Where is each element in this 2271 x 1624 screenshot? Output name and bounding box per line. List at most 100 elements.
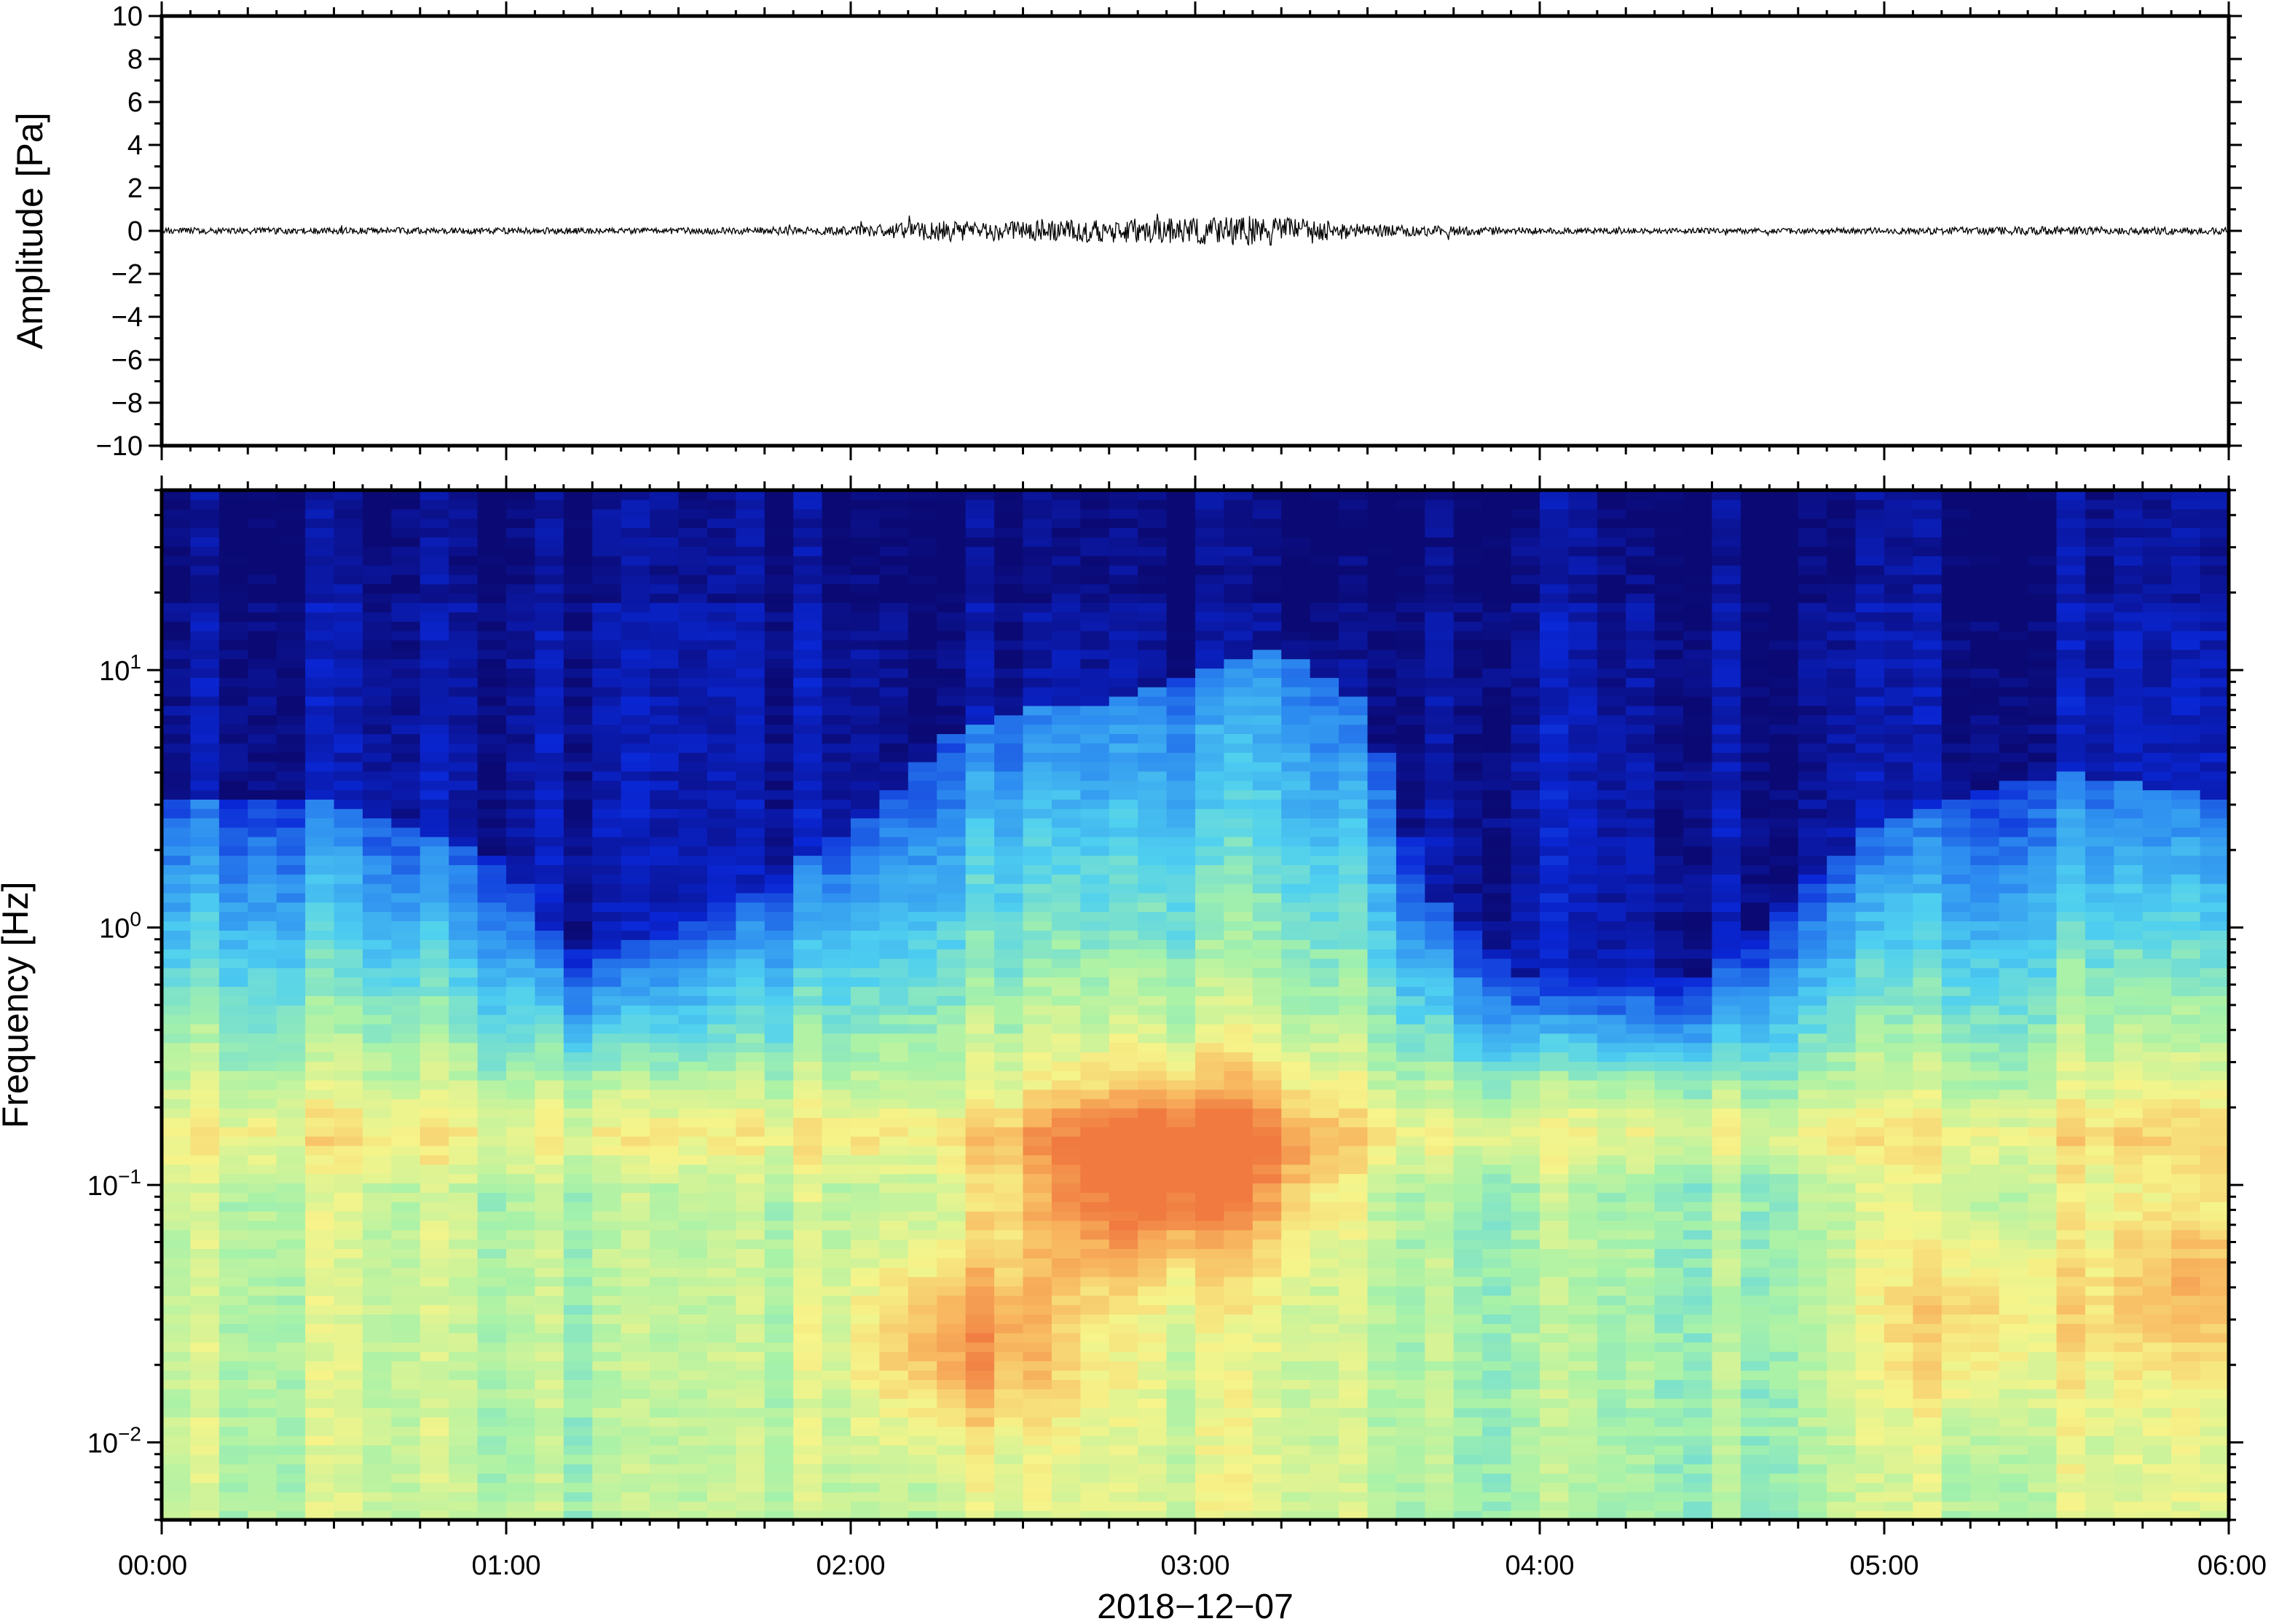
heatmap-cell	[764, 1491, 794, 1502]
heatmap-cell	[1195, 911, 1225, 922]
heatmap-cell	[1023, 1304, 1052, 1314]
heatmap-cell	[506, 649, 536, 660]
heatmap-cell	[1339, 1332, 1369, 1343]
heatmap-cell	[391, 1351, 421, 1362]
heatmap-cell	[449, 1052, 479, 1062]
heatmap-cell	[391, 770, 421, 781]
heatmap-cell	[1109, 874, 1138, 884]
heatmap-cell	[1080, 986, 1110, 996]
heatmap-cell	[1224, 1173, 1253, 1184]
heatmap-cell	[1109, 780, 1138, 791]
heatmap-cell	[248, 789, 278, 800]
heatmap-cell	[391, 1407, 421, 1418]
heatmap-cell	[391, 1510, 421, 1520]
heatmap-cell	[1166, 546, 1196, 556]
heatmap-cell	[879, 1070, 909, 1081]
heatmap-cell	[793, 1332, 823, 1343]
heatmap-cell	[994, 1295, 1024, 1306]
heatmap-cell	[678, 668, 708, 678]
heatmap-cell	[678, 939, 708, 950]
heatmap-cell	[420, 555, 449, 566]
heatmap-cell	[420, 817, 449, 828]
heatmap-cell	[1252, 752, 1283, 762]
heatmap-cell	[592, 1491, 622, 1502]
heatmap-cell	[1252, 1079, 1283, 1090]
heatmap-cell	[1195, 743, 1225, 753]
heatmap-cell	[592, 499, 622, 510]
heatmap-cell	[1367, 1108, 1397, 1119]
heatmap-cell	[1396, 1145, 1426, 1156]
heatmap-cell	[1023, 996, 1052, 1006]
heatmap-cell	[764, 714, 794, 725]
heatmap-cell	[937, 695, 967, 706]
heatmap-cell	[707, 1266, 737, 1277]
heatmap-cell	[822, 574, 851, 585]
heatmap-cell	[851, 1258, 881, 1268]
heatmap-cell	[822, 902, 851, 912]
heatmap-cell	[362, 799, 393, 809]
heatmap-cell	[851, 770, 881, 781]
heatmap-cell	[1166, 1248, 1196, 1258]
heatmap-cell	[764, 677, 794, 687]
heatmap-cell	[822, 518, 851, 529]
heatmap-cell	[1080, 1164, 1110, 1175]
heatmap-cell	[276, 799, 306, 809]
heatmap-cell	[1138, 1304, 1168, 1314]
heatmap-cell	[736, 574, 765, 585]
heatmap-cell	[1224, 1061, 1253, 1071]
heatmap-cell	[736, 1089, 765, 1100]
heatmap-cell	[391, 1501, 421, 1511]
heatmap-cell	[1166, 799, 1196, 809]
heatmap-cell	[678, 1295, 708, 1306]
heatmap-cell	[477, 564, 507, 575]
heatmap-cell	[937, 1127, 967, 1137]
heatmap-cell	[937, 508, 967, 519]
heatmap-cell	[707, 1501, 737, 1511]
heatmap-cell	[1109, 583, 1138, 594]
heatmap-cell	[362, 1510, 393, 1520]
heatmap-cell	[1281, 1164, 1311, 1175]
heatmap-cell	[477, 1089, 507, 1100]
heatmap-cell	[822, 1164, 851, 1175]
heatmap-cell	[305, 1398, 335, 1408]
heatmap-cell	[1051, 668, 1082, 678]
heatmap-cell	[851, 1089, 881, 1100]
heatmap-cell	[506, 1501, 536, 1511]
y-tick-label: −2	[111, 259, 143, 290]
heatmap-cell	[190, 1258, 220, 1268]
heatmap-cell	[1138, 996, 1168, 1006]
heatmap-cell	[420, 977, 449, 988]
heatmap-cell	[736, 499, 765, 510]
heatmap-cell	[563, 593, 594, 604]
heatmap-cell	[506, 996, 536, 1006]
heatmap-cell	[1281, 1005, 1311, 1015]
heatmap-cell	[1109, 1061, 1138, 1071]
heatmap-cell	[764, 1332, 794, 1343]
heatmap-cell	[1281, 1285, 1311, 1296]
heatmap-cell	[1080, 1341, 1110, 1352]
heatmap-cell	[420, 1108, 449, 1119]
heatmap-cell	[420, 1304, 449, 1314]
heatmap-cell	[563, 1220, 594, 1231]
heatmap-cell	[650, 902, 680, 912]
heatmap-cell	[1224, 789, 1253, 800]
heatmap-cell	[1252, 1501, 1283, 1511]
heatmap-cell	[563, 1426, 594, 1437]
heatmap-cell	[219, 808, 249, 819]
heatmap-cell	[1051, 958, 1082, 969]
heatmap-cell	[650, 1295, 680, 1306]
heatmap-cell	[276, 1183, 306, 1193]
heatmap-cell	[1023, 630, 1052, 641]
heatmap-cell	[1080, 743, 1110, 753]
heatmap-cell	[621, 789, 650, 800]
heatmap-cell	[851, 864, 881, 875]
heatmap-cell	[1023, 733, 1052, 744]
heatmap-cell	[965, 1454, 995, 1465]
heatmap-cell	[190, 845, 220, 856]
heatmap-cell	[793, 1491, 823, 1502]
waveform-frame	[160, 14, 2231, 448]
heatmap-cell	[621, 948, 650, 959]
heatmap-cell	[162, 845, 192, 856]
heatmap-cell	[1281, 1501, 1311, 1511]
heatmap-cell	[736, 724, 765, 735]
